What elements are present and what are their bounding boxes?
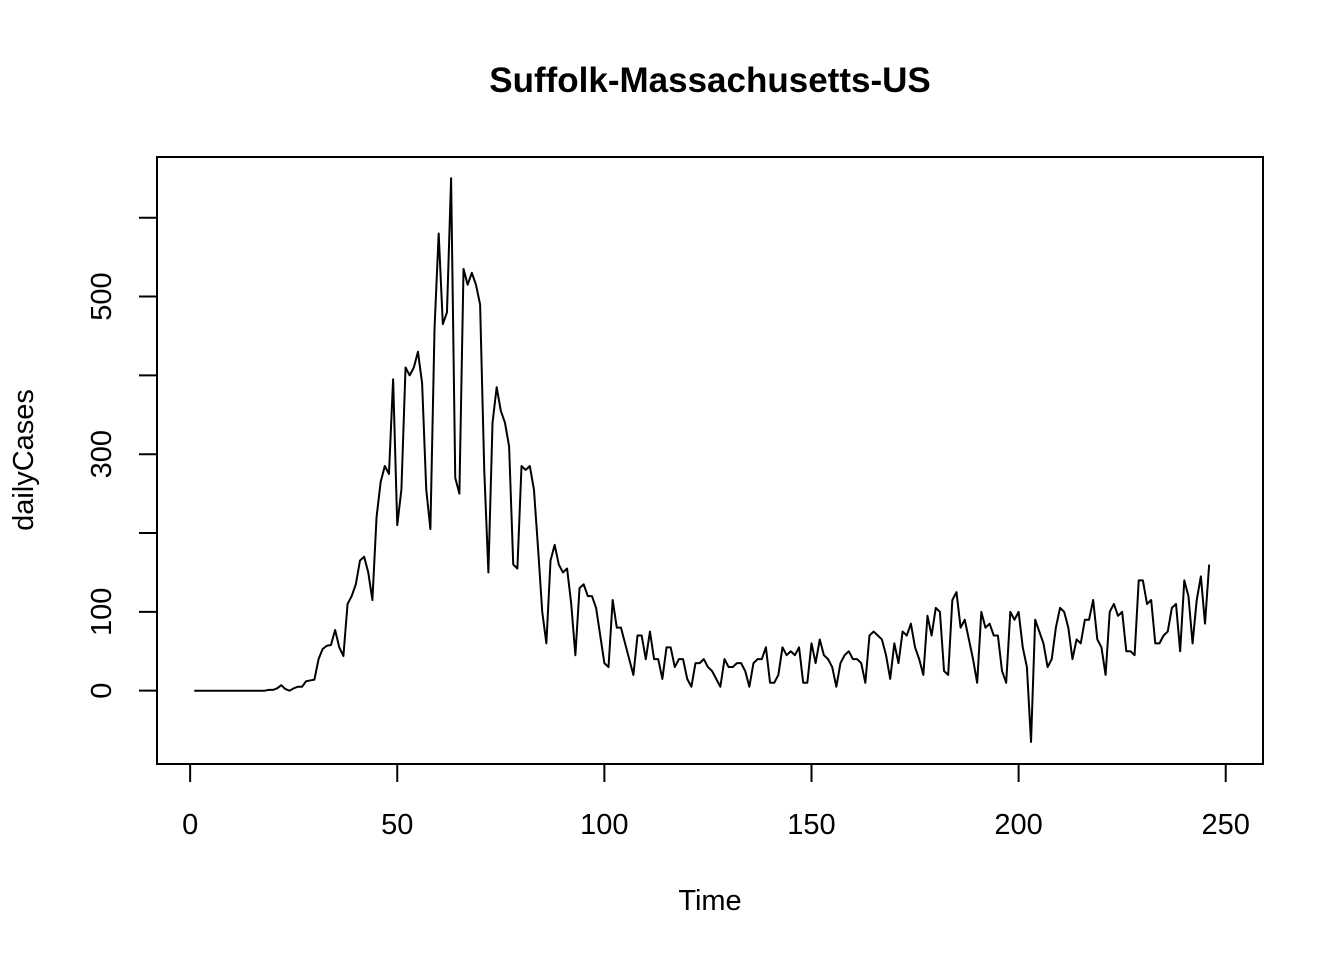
chart-title: Suffolk-Massachusetts-US — [489, 61, 930, 100]
x-tick-label: 0 — [182, 809, 198, 841]
plot-area-box — [156, 156, 1264, 765]
x-tick-label: 50 — [381, 809, 413, 841]
x-tick-label: 250 — [1202, 809, 1250, 841]
y-axis: 0 100 300 500 — [86, 216, 158, 699]
y-tick-label: 100 — [86, 588, 118, 636]
x-axis: 0 50 100 150 200 250 — [182, 763, 1250, 841]
y-tick-label: 300 — [86, 430, 118, 478]
x-tick-label: 100 — [580, 809, 628, 841]
y-tick-label: 0 — [86, 683, 118, 699]
series-line-dailyCases — [194, 177, 1211, 743]
y-axis-label: dailyCases — [8, 389, 40, 531]
y-tick-label: 500 — [86, 272, 118, 320]
x-tick-label: 200 — [994, 809, 1042, 841]
x-axis-label: Time — [678, 885, 741, 917]
x-tick-label: 150 — [787, 809, 835, 841]
series-layer — [194, 177, 1211, 743]
